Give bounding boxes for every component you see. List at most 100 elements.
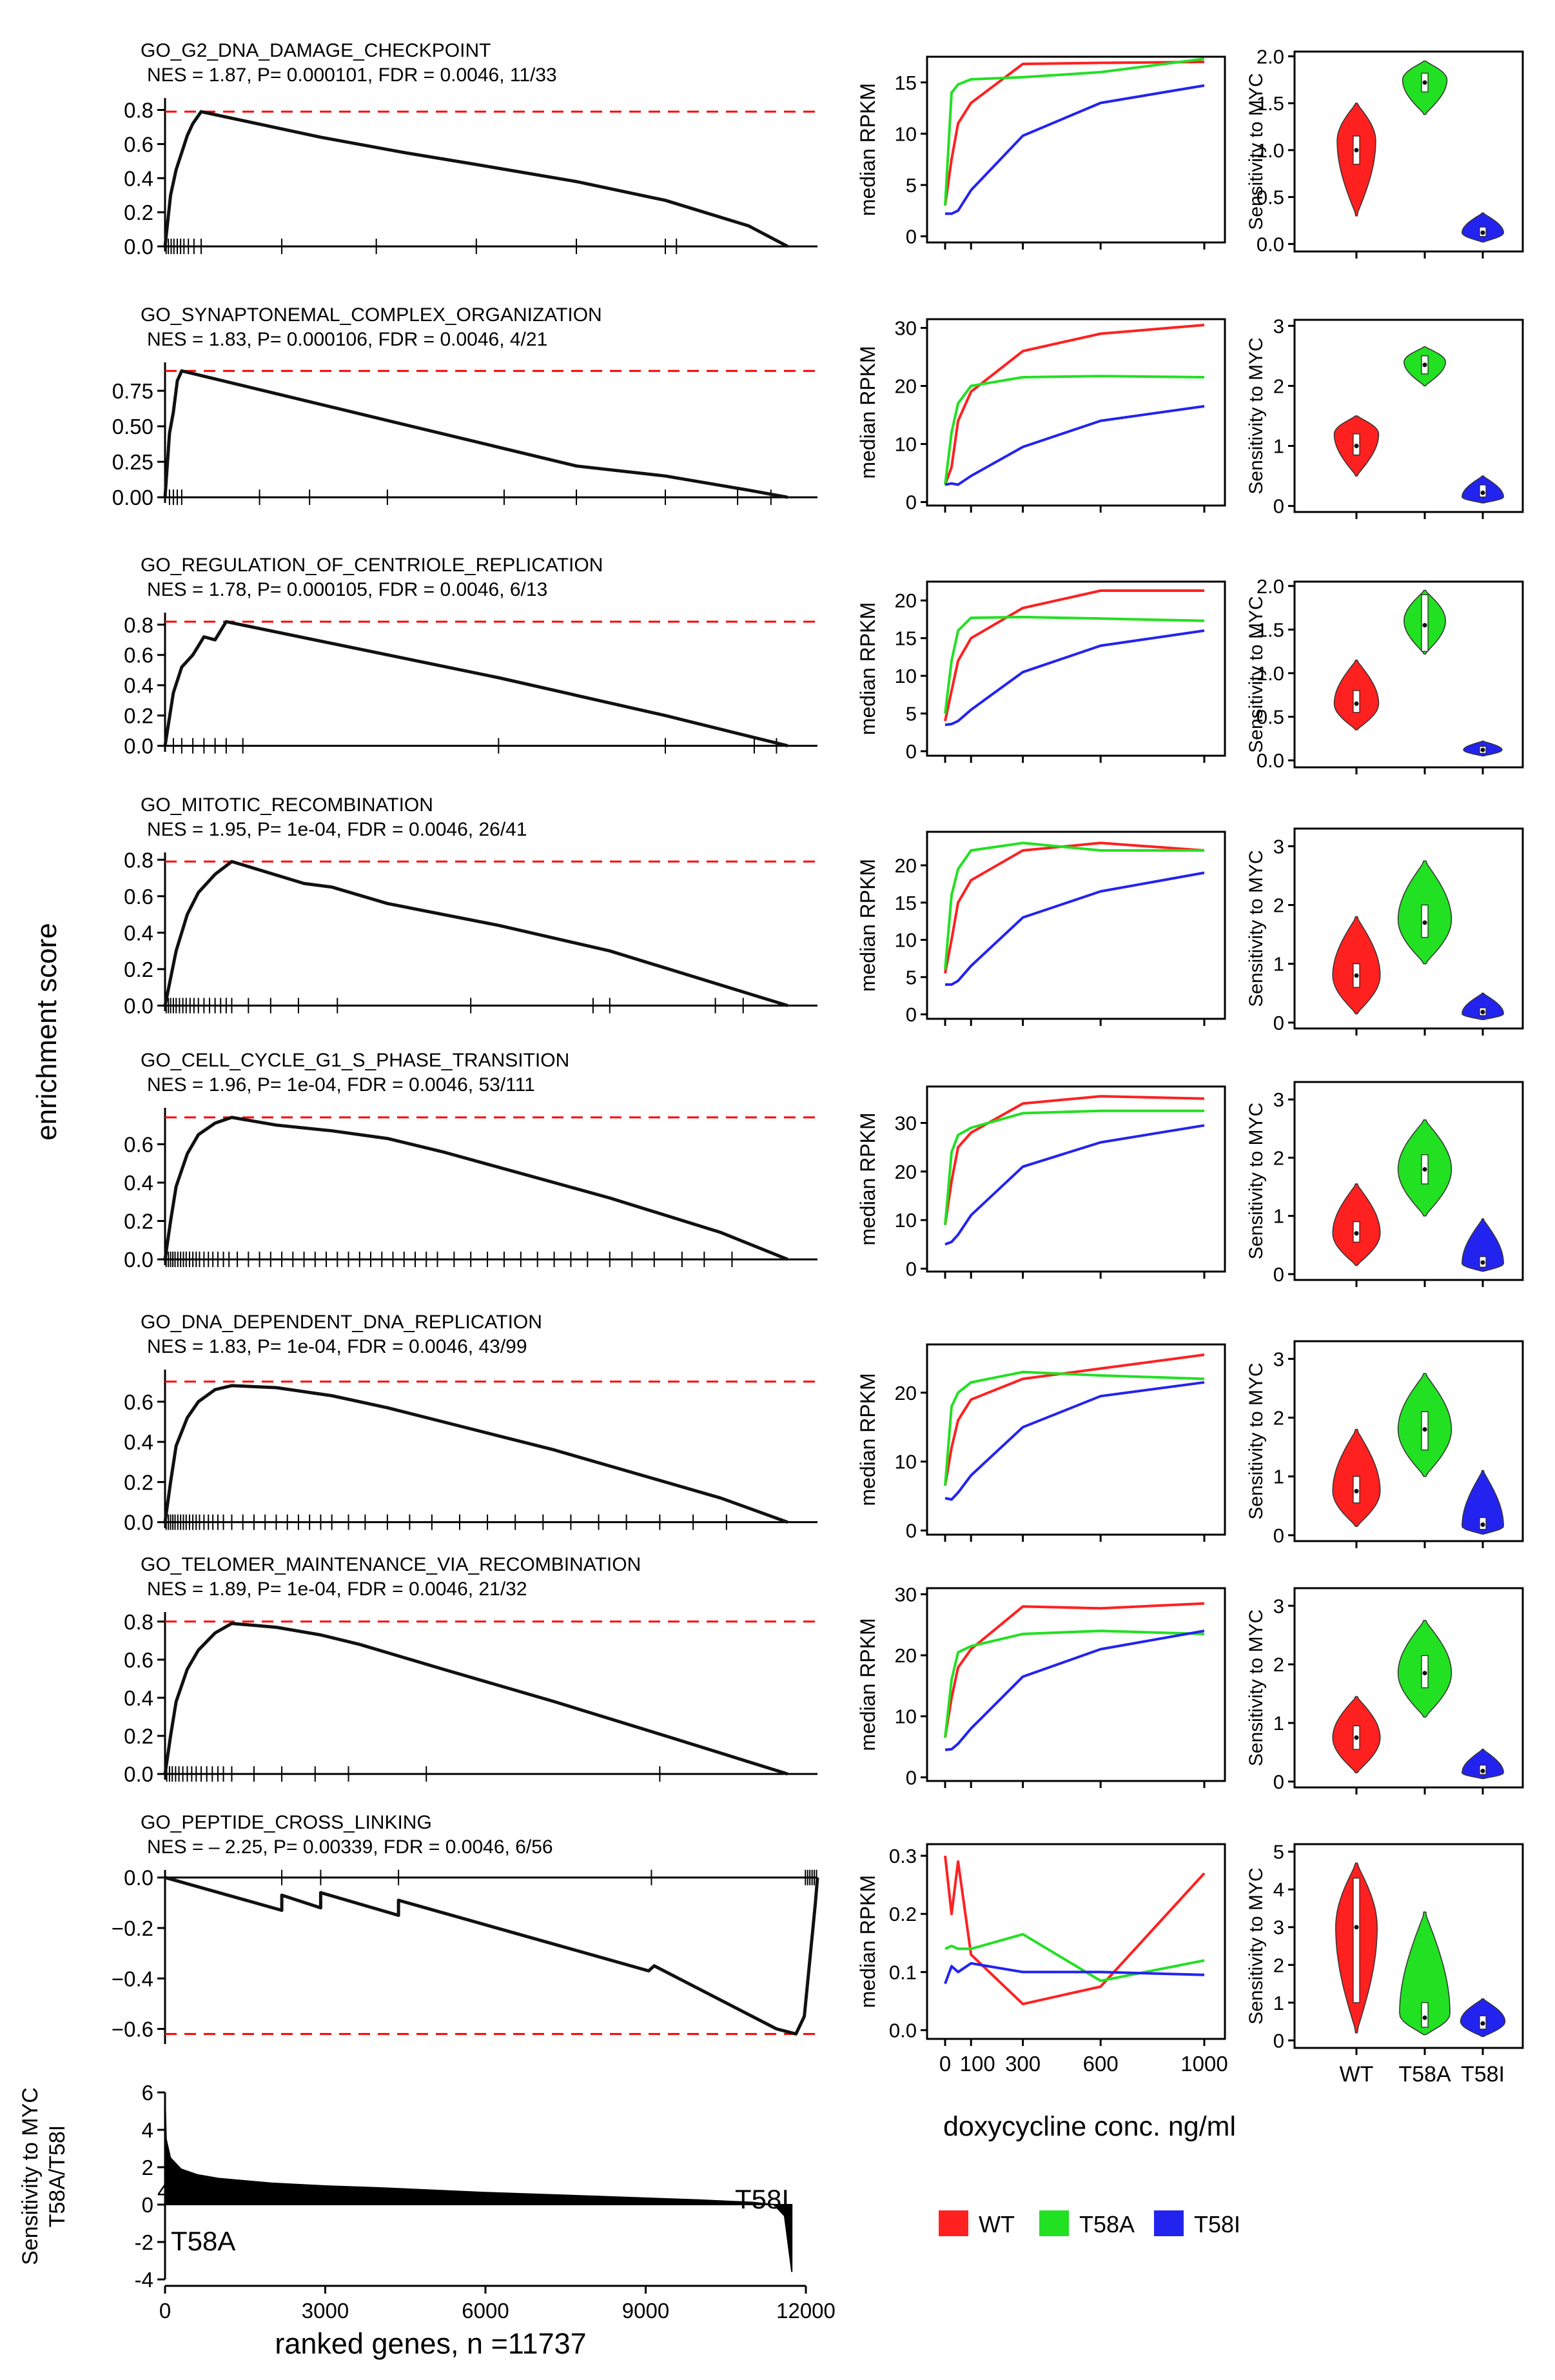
- violin-frame: [1293, 1081, 1524, 1281]
- gsea-y-tick-label: 0.0: [124, 1511, 153, 1535]
- gsea-y-tick-label: 0.6: [124, 644, 153, 667]
- violin-y-tick-label: 1.0: [1257, 662, 1284, 685]
- violin-y-axis-title: Sensitivity to MYC: [1246, 850, 1267, 1007]
- violin-shape-t58i: [1462, 1218, 1504, 1272]
- rpkm-frame: [926, 1587, 1226, 1782]
- rpkm-series-line-t58i: [944, 405, 1205, 486]
- gsea-title: GO_CELL_CYCLE_G1_S_PHASE_TRANSITION: [141, 1050, 569, 1071]
- rank-stray-mark: 4: [157, 2179, 170, 2204]
- gsea-stats: NES = 1.78, P= 0.000105, FDR = 0.0046, 6…: [147, 579, 547, 600]
- gsea-y-tick-label: −0.6: [112, 2018, 153, 2041]
- gsea-y-tick-label: 0.25: [112, 450, 153, 474]
- violin-panel-8: Sensitivity to MYC 0 1 2 3 4 5 WT T58A T58I: [1246, 1841, 1524, 2087]
- gsea-stats: NES = – 2.25, P= 0.00339, FDR = 0.0046, …: [147, 1836, 553, 1858]
- gsea-y-tick-label: 0.2: [124, 958, 153, 981]
- gsea-running-es-curve: [163, 369, 788, 499]
- gsea-running-es-curve: [164, 1876, 819, 2036]
- violin-y-tick-label: 1: [1273, 1466, 1284, 1488]
- gsea-stats: NES = 1.83, P= 0.000106, FDR = 0.0046, 4…: [147, 329, 547, 350]
- gsea-stats: NES = 1.95, P= 1e-04, FDR = 0.0046, 26/4…: [147, 819, 527, 840]
- gsea-y-tick-label: 0.6: [124, 885, 153, 909]
- rpkm-frame: [926, 1085, 1226, 1273]
- gsea-running-es-curve: [163, 1116, 788, 1261]
- rpkm-series-line-wt: [944, 1602, 1205, 1738]
- legend-swatch-t58a: [1039, 2210, 1069, 2236]
- violin-y-tick-label: 0.5: [1257, 186, 1284, 209]
- violin-median-t58i: [1480, 747, 1485, 752]
- legend-swatch-t58i: [1154, 2210, 1184, 2236]
- violin-y-tick-label: 2: [1273, 1407, 1284, 1430]
- violin-y-axis-title: Sensitivity to MYC: [1246, 1867, 1267, 2024]
- violin-median-t58i: [1480, 2021, 1485, 2026]
- rpkm-y-tick-label: 0: [906, 1520, 917, 1542]
- gsea-y-tick-label: 0.8: [124, 848, 153, 872]
- violin-y-tick-label: 3: [1273, 1595, 1284, 1617]
- rpkm-series-line-wt: [944, 841, 1205, 974]
- rpkm-y-tick-label: 20: [895, 589, 917, 612]
- rpkm-x-tick-label: 100: [960, 2052, 995, 2076]
- rpkm-y-axis-title: median RPKM: [856, 1373, 879, 1506]
- violin-y-axis-title: Sensitivity to MYC: [1246, 596, 1267, 752]
- gsea-y-tick-label: 0.4: [124, 674, 153, 698]
- gsea-y-tick-label: 0.6: [124, 132, 153, 156]
- rpkm-y-tick-label: 20: [895, 854, 917, 877]
- violin-y-tick-label: 2.0: [1257, 45, 1284, 68]
- rpkm-x-tick-label: 0: [939, 2052, 951, 2076]
- violin-y-tick-label: 3: [1273, 1916, 1284, 1939]
- violin-x-tick-label: T58A: [1398, 2062, 1451, 2087]
- violin-frame: [1293, 319, 1524, 513]
- violin-y-tick-label: 2: [1273, 894, 1284, 917]
- violin-median-t58a: [1422, 623, 1427, 628]
- gsea-running-es-curve: [163, 110, 788, 248]
- gsea-panel-3: GO_REGULATION_OF_CENTRIOLE_REPLICATION NE…: [124, 555, 817, 758]
- rank-sensitivity-area: [164, 2096, 793, 2272]
- rpkm-frame: [926, 55, 1226, 244]
- gsea-stats: NES = 1.96, P= 1e-04, FDR = 0.0046, 53/1…: [147, 1074, 535, 1096]
- rpkm-series-line-t58i: [944, 1962, 1205, 1985]
- rpkm-y-tick-label: 5: [906, 966, 917, 988]
- rank-x-tick-label: 9000: [622, 2299, 669, 2323]
- rank-label-t58a: T58A: [171, 2226, 235, 2256]
- violin-median-t58i: [1480, 1769, 1485, 1774]
- violin-y-tick-label: 4: [1273, 1878, 1284, 1901]
- violin-y-tick-label: 0.0: [1257, 233, 1284, 255]
- rpkm-frame: [926, 318, 1226, 507]
- rpkm-y-tick-label: 0.2: [889, 1903, 917, 1925]
- rpkm-y-tick-label: 0.0: [889, 2019, 917, 2041]
- gsea-y-tick-label: 0.6: [124, 1390, 153, 1414]
- violin-y-tick-label: 2.0: [1257, 575, 1284, 598]
- gsea-panel-5: GO_CELL_CYCLE_G1_S_PHASE_TRANSITION NES =…: [124, 1050, 817, 1272]
- violin-median-t58a: [1422, 1427, 1427, 1432]
- rpkm-y-tick-label: 10: [895, 665, 917, 687]
- violin-median-t58i: [1480, 1260, 1485, 1265]
- gsea-title: GO_PEPTIDE_CROSS_LINKING: [141, 1812, 432, 1833]
- gsea-panel-8: GO_PEPTIDE_CROSS_LINKING NES = – 2.25, P=…: [112, 1812, 819, 2044]
- rpkm-series-line-t58a: [944, 1109, 1204, 1225]
- rank-x-tick-label: 3000: [302, 2299, 349, 2323]
- violin-panel-7: Sensitivity to MYC 0 1 2 3: [1246, 1587, 1524, 1795]
- violin-frame: [1293, 50, 1524, 253]
- rpkm-panel-2: median RPKM 0 10 20 30: [856, 317, 1226, 514]
- rpkm-y-tick-label: 20: [895, 1382, 917, 1404]
- violin-y-tick-label: 3: [1273, 1088, 1284, 1111]
- rpkm-series-line-wt: [944, 1855, 1206, 2005]
- gsea-stats: NES = 1.87, P= 0.000101, FDR = 0.0046, 1…: [147, 64, 557, 86]
- gsea-panel-4: GO_MITOTIC_RECOMBINATION NES = 1.95, P= 1…: [124, 794, 817, 1018]
- rpkm-y-tick-label: 15: [895, 627, 917, 650]
- rank-x-tick-label: 6000: [462, 2299, 509, 2323]
- violin-median-wt: [1354, 1735, 1359, 1740]
- rpkm-y-tick-label: 20: [895, 375, 917, 398]
- gsea-y-tick-label: 0.8: [124, 99, 153, 123]
- gsea-y-tick-label: 0.4: [124, 1686, 153, 1710]
- gsea-title: GO_G2_DNA_DAMAGE_CHECKPOINT: [141, 40, 491, 61]
- gsea-y-tick-label: 0.0: [124, 1762, 153, 1786]
- violin-y-tick-label: 1: [1273, 435, 1284, 458]
- violin-median-t58i: [1480, 1009, 1485, 1014]
- rank-sensitivity-axis-title-line1: Sensitivity to MYC: [18, 2087, 43, 2265]
- rpkm-panel-4: median RPKM 0 5 10 15 20: [856, 831, 1226, 1026]
- rpkm-series-line-wt: [944, 1353, 1205, 1486]
- legend: WT T58A T58I: [939, 2210, 1240, 2237]
